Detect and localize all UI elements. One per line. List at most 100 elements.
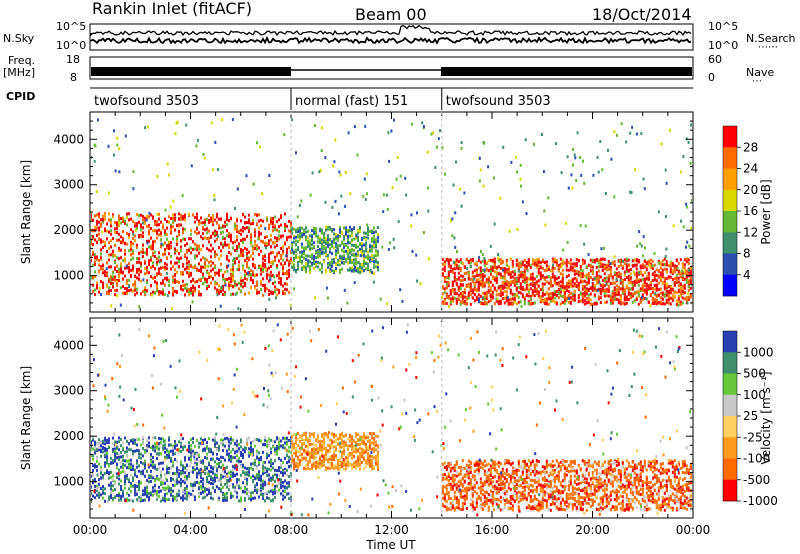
range-gate-cell [188,474,190,478]
range-gate-cell [555,294,558,297]
range-gate-cell [631,259,634,263]
range-gate-cell [441,302,444,305]
range-gate-cell [631,300,634,304]
range-gate-cell [176,249,178,253]
range-gate-cell [305,230,307,234]
range-gate-cell [144,463,146,467]
range-gate-cell [349,225,351,229]
range-gate-cell [164,283,166,287]
range-gate-cell [272,241,274,245]
range-gate-cell [138,305,141,309]
range-gate-cell [465,257,468,261]
range-gate-cell [264,265,266,269]
range-gate-cell [617,272,620,276]
range-gate-cell [599,275,602,279]
range-gate-cell [405,193,408,197]
range-gate-cell [204,228,206,232]
range-gate-cell [685,245,687,249]
range-gate-cell [224,270,226,274]
range-gate-cell [178,260,180,263]
range-gate-cell [483,264,486,268]
range-gate-cell [473,275,476,279]
range-gate-cell [134,468,136,472]
range-gate-cell [206,231,208,235]
range-gate-cell [224,278,226,281]
range-gate-cell [182,217,184,221]
range-gate-cell [542,170,545,174]
range-gate-cell [315,249,317,253]
range-gate-cell [633,263,636,267]
range-gate-cell [375,254,377,258]
range-gate-cell [160,266,162,270]
range-gate-cell [146,125,149,129]
range-gate-cell [297,248,299,252]
range-gate-cell [579,156,582,160]
range-gate-cell [126,232,128,235]
range-gate-cell [228,259,230,263]
range-gate-cell [124,450,126,454]
range-gate-cell [681,284,684,288]
range-gate-cell [627,297,630,301]
range-gate-cell [521,276,524,280]
nave-tick-60: 60 [708,53,722,66]
range-gate-cell [659,274,662,278]
range-gate-cell [268,174,271,177]
range-gate-cell [224,293,226,297]
range-gate-cell [671,288,674,292]
range-gate-cell [286,282,288,286]
range-gate-cell [341,232,343,235]
range-gate-cell [583,274,586,278]
range-gate-cell [485,261,488,265]
range-gate-cell [339,228,341,232]
range-gate-cell [118,219,120,223]
range-gate-cell [320,126,323,130]
range-gate-cell [549,300,552,304]
range-gate-cell [118,436,120,440]
range-gate-cell [200,268,202,272]
range-gate-cell [188,274,190,278]
range-gate-cell [126,212,128,216]
range-gate-cell [92,481,94,485]
range-gate-cell [186,242,188,246]
range-gate-cell [596,155,599,159]
range-gate-cell [477,288,480,292]
range-gate-cell [455,263,458,267]
range-gate-cell [102,214,104,218]
range-gate-cell [375,230,377,234]
range-gate-cell [188,457,190,461]
range-gate-cell [271,262,274,266]
range-gate-cell [176,477,178,481]
range-gate-cell [118,458,120,462]
range-gate-cell [485,292,488,295]
range-gate-cell [291,243,293,247]
range-gate-cell [108,253,110,257]
range-gate-cell [573,282,576,286]
range-gate-cell [266,272,268,276]
range-gate-cell [327,226,329,230]
range-gate-cell [116,294,119,297]
range-gate-cell [146,252,148,256]
range-gate-cell [367,267,369,271]
range-gate-cell [110,229,112,233]
range-gate-cell [104,273,106,277]
range-gate-cell [645,275,648,279]
range-gate-cell [256,222,258,226]
range-gate-cell [262,254,264,258]
range-gate-cell [661,291,664,295]
range-gate-cell [513,273,516,277]
range-gate-cell [110,220,112,224]
range-gate-cell [551,272,554,276]
range-gate-cell [615,284,618,288]
range-gate-cell [100,256,102,260]
range-gate-cell [176,261,178,265]
range-gate-cell [665,298,668,302]
range-gate-cell [120,262,122,266]
range-gate-cell [248,213,250,217]
range-gate-cell [551,257,554,261]
range-gate-cell [112,215,114,219]
range-gate-cell [645,268,648,272]
range-gate-cell [459,287,462,291]
range-gate-cell [311,247,313,251]
range-gate-cell [481,268,484,272]
range-gate-cell [543,278,546,281]
